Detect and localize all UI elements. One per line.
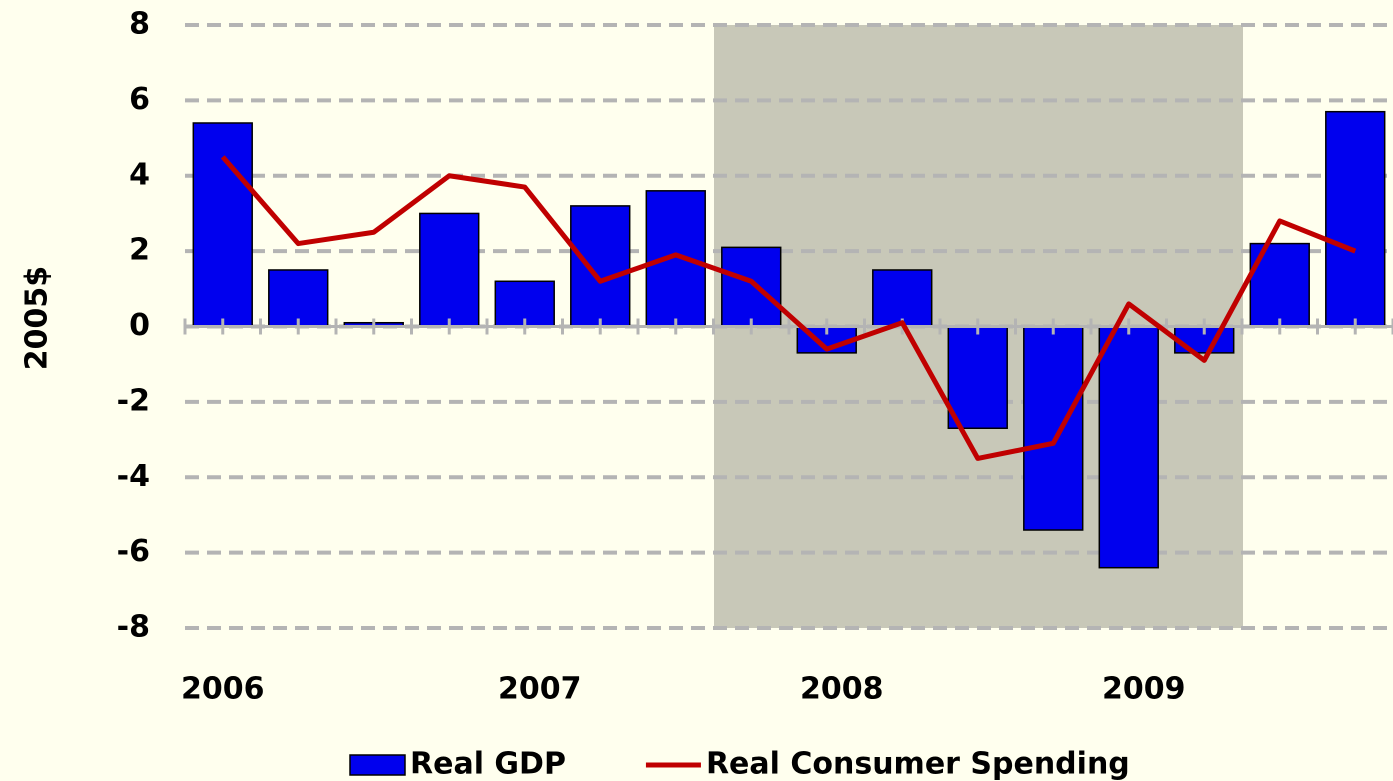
bar [1098,325,1159,569]
legend-label: Real GDP [410,747,566,781]
y-tick-label: 0 [129,308,150,343]
bar [268,269,329,328]
bar [721,246,782,328]
bar [419,212,480,328]
legend-label: Real Consumer Spending [706,747,1130,781]
bar [645,190,706,328]
legend-swatch [349,754,406,776]
y-tick-label: 8 [129,7,150,42]
y-tick-label: -2 [117,383,150,418]
y-tick-label: 2 [129,233,150,268]
bar [872,269,933,328]
y-axis-title: 2005$ [20,266,55,370]
line [220,155,1357,461]
x-tick-label: 2006 [181,672,265,707]
bar [947,325,1008,430]
x-tick-label: 2009 [1102,672,1186,707]
y-tick-label: -4 [117,459,150,494]
bar [192,122,253,328]
bar [1023,325,1084,531]
bar [570,205,631,328]
y-tick-label: 4 [129,157,150,192]
x-tick-label: 2007 [498,672,582,707]
y-tick-label: -8 [117,610,150,645]
y-tick-label: -6 [117,534,150,569]
y-tick-label: 6 [129,82,150,117]
bar [1325,110,1386,328]
x-tick-label: 2008 [800,672,884,707]
